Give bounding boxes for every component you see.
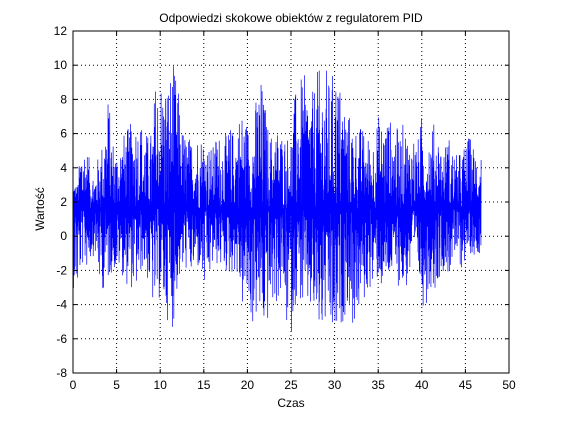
x-tick-label: 10 — [154, 378, 168, 392]
x-tick-label: 45 — [459, 378, 473, 392]
plot-area — [72, 66, 482, 332]
y-tick-label: -2 — [56, 263, 67, 277]
x-axis-label: Czas — [277, 396, 304, 410]
y-tick-label: -6 — [56, 332, 67, 346]
x-tick-label: 5 — [113, 378, 120, 392]
x-tick-label: 15 — [197, 378, 211, 392]
x-tick-label: 40 — [415, 378, 429, 392]
y-tick-labels: -8 -6 -4 -2 0 2 4 6 8 10 12 — [54, 24, 68, 380]
y-tick-label: 12 — [54, 24, 68, 38]
x-tick-label: 35 — [372, 378, 386, 392]
y-tick-label: -4 — [56, 298, 67, 312]
axis-ticks — [72, 30, 510, 374]
y-tick-label: 4 — [60, 161, 67, 175]
grid-lines — [73, 31, 509, 373]
x-tick-label: 20 — [241, 378, 255, 392]
chart-title: Odpowiedzi skokowe obiektów z regulatore… — [159, 11, 423, 25]
x-tick-labels: 0 5 10 15 20 25 30 35 40 45 50 — [70, 378, 516, 392]
y-tick-label: 10 — [54, 58, 68, 72]
x-tick-label: 25 — [284, 378, 298, 392]
y-tick-label: 8 — [60, 92, 67, 106]
series-line — [72, 66, 482, 332]
y-tick-label: 2 — [60, 195, 67, 209]
x-tick-label: 0 — [70, 378, 77, 392]
y-tick-label: 6 — [60, 127, 67, 141]
y-tick-label: -8 — [56, 366, 67, 380]
x-tick-label: 30 — [328, 378, 342, 392]
x-tick-label: 50 — [502, 378, 516, 392]
y-tick-label: 0 — [60, 229, 67, 243]
y-axis-label: Wartość — [33, 187, 47, 231]
